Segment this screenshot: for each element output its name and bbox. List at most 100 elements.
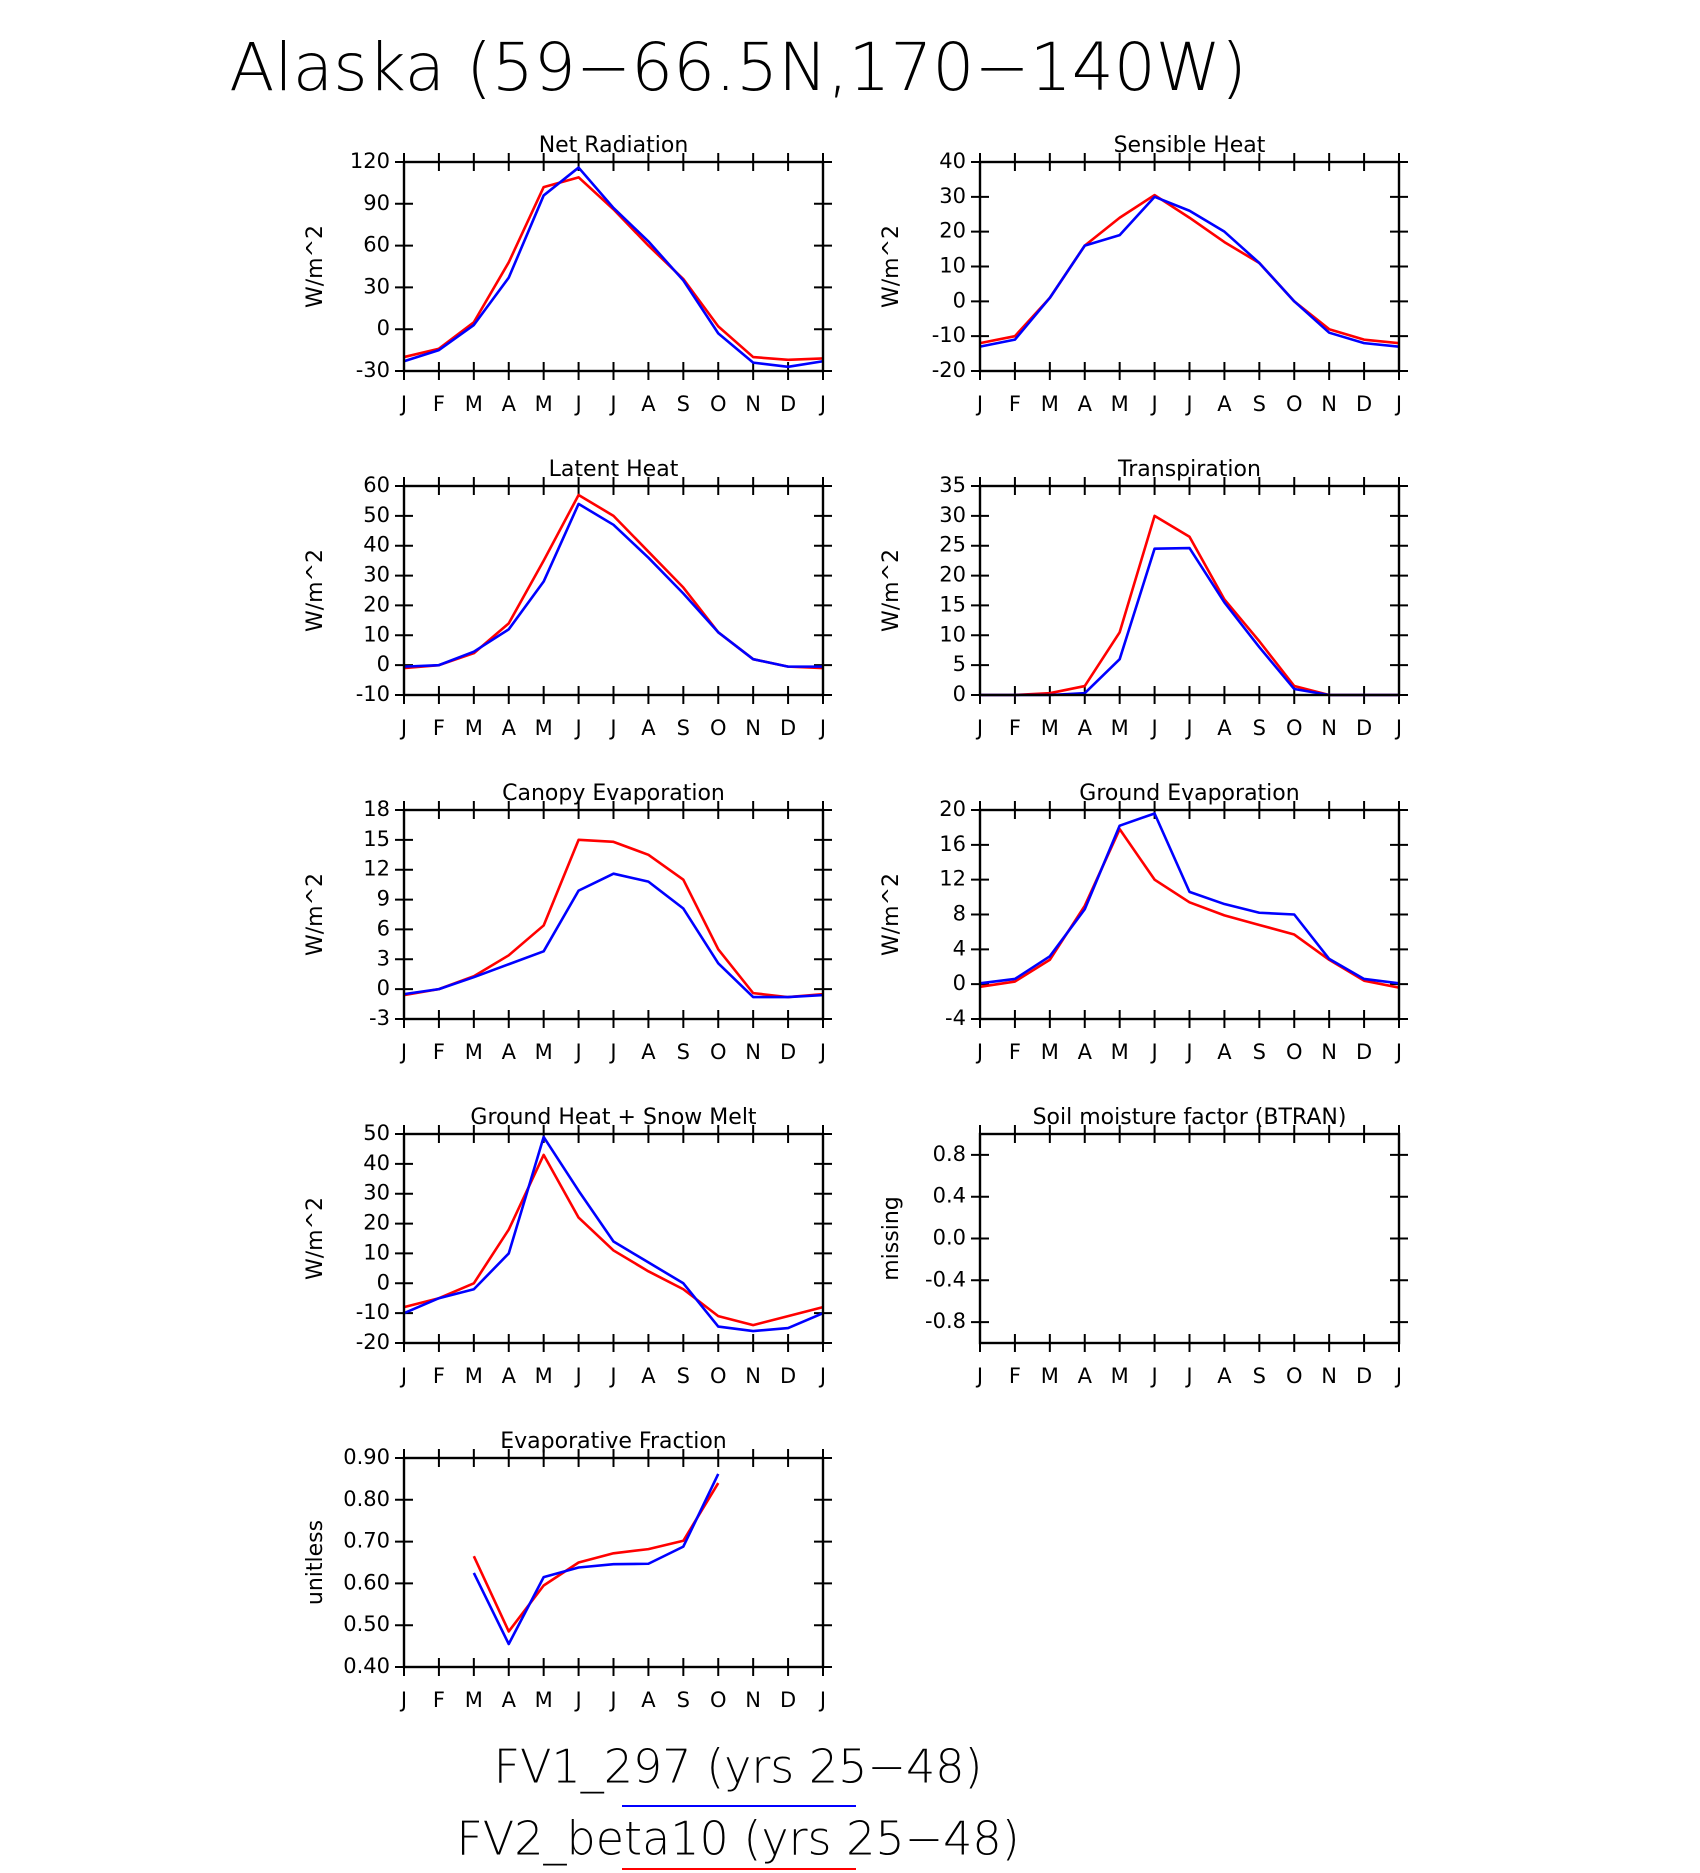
y-axis-label: W/m^2	[303, 1197, 328, 1280]
x-tick-label: J	[1149, 392, 1157, 416]
y-tick-label: 40	[363, 1151, 390, 1175]
y-tick-label: 8	[953, 902, 966, 926]
x-tick-label: S	[1253, 1040, 1266, 1064]
data-line	[403, 872, 824, 999]
x-tick-label: A	[1078, 1040, 1093, 1064]
y-tick-label: 5	[953, 652, 966, 676]
x-tick-label: A	[502, 716, 517, 740]
x-tick-label: J	[608, 1040, 616, 1064]
y-tick-label: 0	[377, 976, 390, 1000]
plot-frame	[402, 808, 825, 1021]
y-tick-label: 40	[363, 533, 390, 557]
y-tick-label: 30	[363, 274, 390, 298]
x-tick-label: J	[608, 1688, 616, 1712]
x-tick-label: J	[818, 1364, 826, 1388]
x-tick-label: D	[780, 1364, 796, 1388]
x-tick-label: F	[433, 716, 445, 740]
y-tick-label: 0.40	[343, 1654, 390, 1678]
y-tick-label: 10	[363, 1240, 390, 1264]
data-line	[979, 195, 1400, 348]
x-tick-label: J	[399, 716, 407, 740]
y-tick-label: 0.60	[343, 1570, 390, 1594]
y-tick-label: 0.0	[933, 1226, 966, 1250]
y-tick-label: 50	[363, 503, 390, 527]
y-tick-label: 0.4	[933, 1184, 966, 1208]
y-tick-label: 0	[953, 288, 966, 312]
y-tick-label: -20	[932, 358, 966, 382]
x-tick-label: J	[573, 716, 581, 740]
x-tick-label: S	[1253, 392, 1266, 416]
data-line	[403, 166, 824, 369]
y-tick-label: -3	[369, 1006, 390, 1030]
y-axis-label: W/m^2	[303, 549, 328, 632]
x-tick-label: J	[1184, 1040, 1192, 1064]
plot-frame	[402, 160, 825, 373]
x-tick-label: A	[1217, 1364, 1232, 1388]
x-tick-label: A	[1217, 1040, 1232, 1064]
y-tick-label: 10	[363, 622, 390, 646]
x-tick-label: J	[608, 716, 616, 740]
y-tick-label: 20	[939, 563, 966, 587]
x-tick-label: M	[1111, 1040, 1129, 1064]
y-tick-label: 20	[363, 592, 390, 616]
y-tick-label: 15	[939, 592, 966, 616]
x-tick-label: J	[399, 1688, 407, 1712]
x-tick-label: A	[641, 1688, 656, 1712]
x-tick-label: D	[780, 716, 796, 740]
y-tick-label: 12	[363, 857, 390, 881]
x-tick-label: S	[677, 1688, 690, 1712]
y-tick-label: 0	[377, 1270, 390, 1294]
y-tick-label: 0	[377, 316, 390, 340]
x-tick-label: M	[1041, 392, 1059, 416]
x-tick-label: N	[1321, 1040, 1337, 1064]
x-tick-label: A	[641, 716, 656, 740]
x-tick-label: A	[1078, 392, 1093, 416]
data-line	[472, 1473, 720, 1646]
x-tick-label: M	[1111, 716, 1129, 740]
x-tick-label: A	[502, 392, 517, 416]
x-tick-label: S	[677, 392, 690, 416]
y-tick-label: 10	[939, 254, 966, 278]
x-tick-label: J	[608, 392, 616, 416]
x-tick-label: J	[1394, 1364, 1402, 1388]
y-tick-label: 30	[939, 503, 966, 527]
y-tick-label: 35	[939, 473, 966, 497]
x-tick-label: J	[1394, 392, 1402, 416]
x-tick-label: F	[433, 1040, 445, 1064]
data-line	[403, 838, 824, 999]
y-tick-label: 0.70	[343, 1529, 390, 1553]
y-tick-label: 25	[939, 533, 966, 557]
data-line	[403, 493, 824, 670]
y-tick-label: 120	[350, 149, 390, 173]
x-tick-label: J	[1394, 716, 1402, 740]
y-tick-label: 10	[939, 622, 966, 646]
x-tick-label: M	[1111, 1364, 1129, 1388]
x-tick-label: N	[745, 1040, 761, 1064]
y-tick-label: -0.8	[925, 1309, 966, 1333]
x-tick-label: M	[465, 1364, 483, 1388]
x-tick-label: S	[677, 716, 690, 740]
x-tick-label: M	[465, 392, 483, 416]
data-line	[979, 812, 1400, 985]
x-tick-label: J	[399, 1364, 407, 1388]
data-line	[403, 1135, 824, 1333]
x-tick-label: J	[818, 392, 826, 416]
x-tick-label: J	[399, 1040, 407, 1064]
x-tick-label: D	[780, 1040, 796, 1064]
x-tick-label: A	[1078, 1364, 1093, 1388]
x-tick-label: F	[433, 1688, 445, 1712]
x-tick-label: A	[1217, 716, 1232, 740]
y-axis-label: W/m^2	[879, 225, 904, 308]
x-tick-label: F	[433, 1364, 445, 1388]
x-tick-label: M	[535, 716, 553, 740]
data-line	[980, 514, 1399, 697]
x-tick-label: F	[1009, 716, 1021, 740]
y-axis-label: W/m^2	[303, 873, 328, 956]
x-tick-label: S	[677, 1364, 690, 1388]
x-tick-label: A	[502, 1040, 517, 1064]
y-axis-label: missing	[879, 1196, 904, 1281]
x-tick-label: O	[710, 1688, 727, 1712]
x-tick-label: M	[1041, 1364, 1059, 1388]
y-tick-label: 30	[939, 184, 966, 208]
